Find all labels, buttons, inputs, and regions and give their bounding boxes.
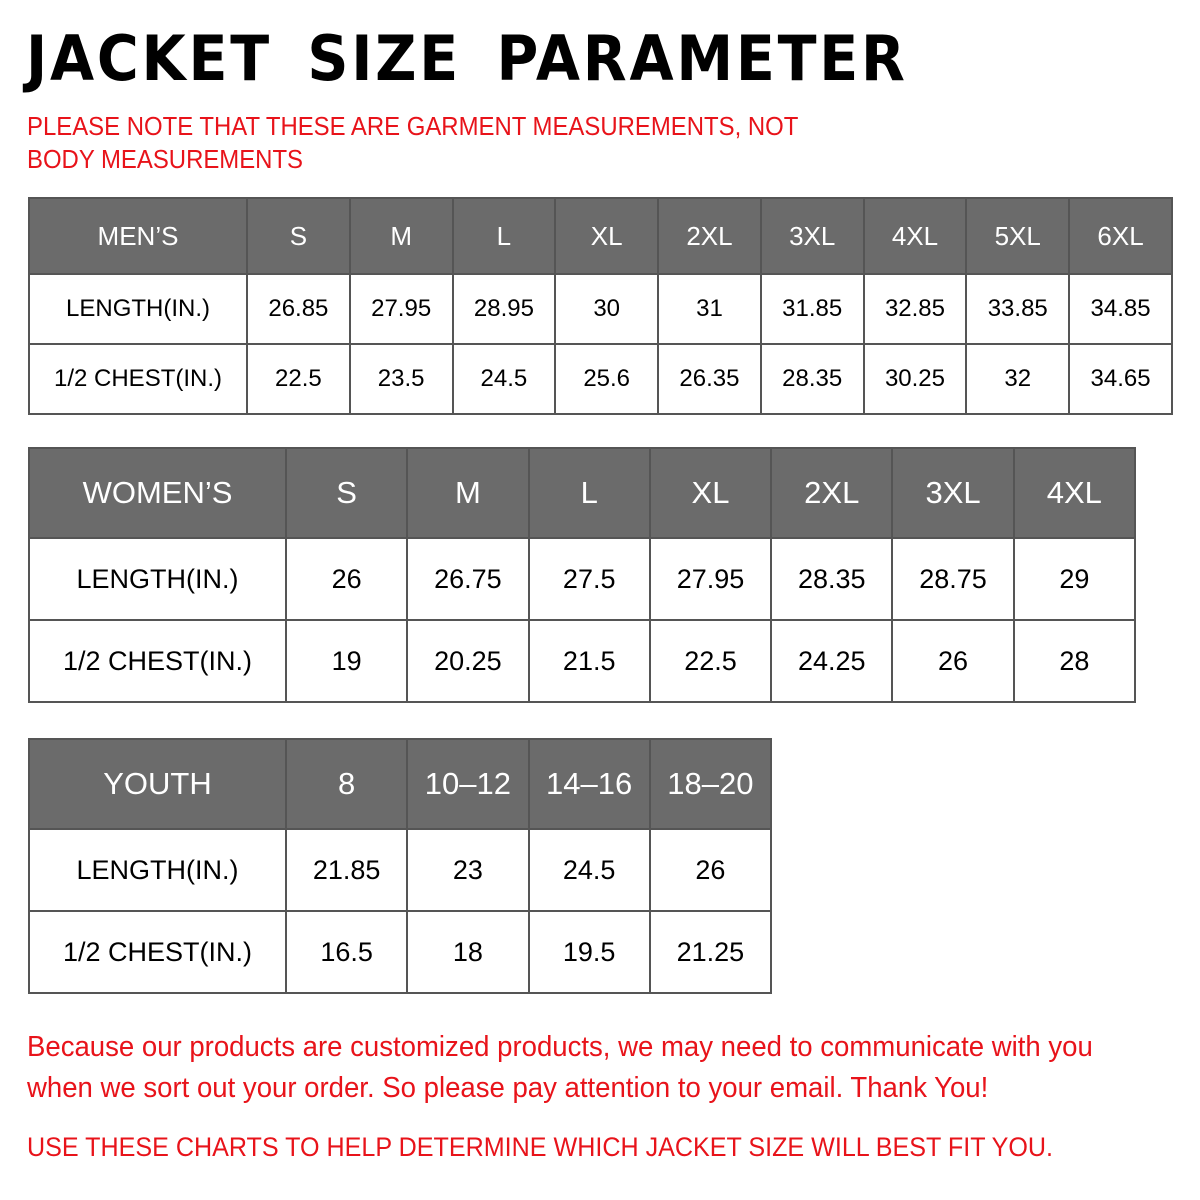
measurement-cell: 26 — [284, 537, 409, 621]
measurement-cell: 23 — [406, 828, 530, 912]
measurement-cell: 21.5 — [527, 619, 651, 703]
size-header: M — [348, 197, 454, 275]
measurement-cell: 28 — [1012, 619, 1137, 703]
measurement-cell: 21.25 — [648, 910, 773, 994]
size-header: 2XL — [770, 447, 894, 539]
measurement-cell: 16.5 — [284, 910, 409, 994]
men-size-table: MEN’S S M L XL 2XL 3XL 4XL 5XL 6XL LENGTH(IN.) 26.8… — [28, 197, 1173, 415]
size-header: 14–16 — [527, 738, 651, 830]
row-label: LENGTH(IN.) — [28, 828, 287, 912]
row-label: 1/2 CHEST(IN.) — [28, 619, 287, 703]
measurement-cell: 32.85 — [862, 273, 968, 345]
row-label: 1/2 CHEST(IN.) — [28, 343, 248, 415]
measurement-cell: 24.5 — [451, 343, 557, 415]
row-label: LENGTH(IN.) — [28, 273, 248, 345]
table-row: LENGTH(IN.) 21.85 23 24.5 26 — [28, 828, 773, 912]
measurement-cell: 29 — [1012, 537, 1137, 621]
measurement-cell: 26.75 — [406, 537, 530, 621]
header-row: YOUTH 8 10–12 14–16 18–20 — [28, 738, 773, 830]
customization-message: Because our products are customized prod… — [27, 1031, 1093, 1104]
measurement-cell: 26 — [891, 619, 1015, 703]
table-row: 1/2 CHEST(IN.) 16.5 18 19.5 21.25 — [28, 910, 773, 994]
measurement-cell: 30.25 — [862, 343, 968, 415]
measurement-cell: 32 — [965, 343, 1071, 415]
measurement-cell: 19 — [284, 619, 409, 703]
measurement-cell: 28.95 — [451, 273, 557, 345]
measurement-cell: 21.85 — [284, 828, 409, 912]
measurement-cell: 25.6 — [554, 343, 660, 415]
measurement-cell: 23.5 — [348, 343, 454, 415]
size-header: 3XL — [891, 447, 1015, 539]
youth-size-table: YOUTH 8 10–12 14–16 18–20 LENGTH(IN.) 21.85 23 2… — [28, 738, 773, 994]
size-header: 6XL — [1068, 197, 1173, 275]
measurement-cell: 34.65 — [1068, 343, 1173, 415]
size-header: S — [284, 447, 409, 539]
measurement-cell: 18 — [406, 910, 530, 994]
table-row: LENGTH(IN.) 26.85 27.95 28.95 30 31 31.85 32.85… — [28, 273, 1173, 345]
size-header: 4XL — [1012, 447, 1137, 539]
header-row: MEN’S S M L XL 2XL 3XL 4XL 5XL 6XL — [28, 197, 1173, 275]
measurement-note: PLEASE NOTE THAT THESE ARE GARMENT MEASU… — [27, 111, 798, 174]
women-size-table: WOMEN’S S M L XL 2XL 3XL 4XL LENGTH(IN.) 26 26.75 2… — [28, 447, 1137, 703]
measurement-cell: 30 — [554, 273, 660, 345]
size-header: L — [451, 197, 557, 275]
measurement-cell: 19.5 — [527, 910, 651, 994]
table-category-header: YOUTH — [28, 738, 287, 830]
measurement-cell: 26.35 — [657, 343, 762, 415]
page-title: JACKET SIZE PARAMETER — [26, 22, 908, 95]
size-header: 5XL — [965, 197, 1071, 275]
measurement-cell: 22.5 — [648, 619, 773, 703]
measurement-cell: 20.25 — [406, 619, 530, 703]
measurement-cell: 28.35 — [770, 537, 894, 621]
measurement-cell: 31.85 — [759, 273, 865, 345]
header-row: WOMEN’S S M L XL 2XL 3XL 4XL — [28, 447, 1137, 539]
size-header: 8 — [284, 738, 409, 830]
row-label: LENGTH(IN.) — [28, 537, 287, 621]
measurement-cell: 33.85 — [965, 273, 1071, 345]
measurement-cell: 27.5 — [527, 537, 651, 621]
footer-note: USE THESE CHARTS TO HELP DETERMINE WHICH… — [27, 1132, 1054, 1162]
size-header: 10–12 — [406, 738, 530, 830]
size-header: XL — [648, 447, 773, 539]
table-row: LENGTH(IN.) 26 26.75 27.5 27.95 28.35 28.75 29 — [28, 537, 1137, 621]
measurement-cell: 26.85 — [246, 273, 351, 345]
table-category-header: WOMEN’S — [28, 447, 287, 539]
measurement-cell: 22.5 — [246, 343, 351, 415]
measurement-cell: 28.75 — [891, 537, 1015, 621]
size-header: XL — [554, 197, 660, 275]
measurement-cell: 27.95 — [648, 537, 773, 621]
measurement-cell: 34.85 — [1068, 273, 1173, 345]
size-header: 4XL — [862, 197, 968, 275]
measurement-cell: 31 — [657, 273, 762, 345]
size-header: M — [406, 447, 530, 539]
row-label: 1/2 CHEST(IN.) — [28, 910, 287, 994]
measurement-cell: 28.35 — [759, 343, 865, 415]
measurement-cell: 27.95 — [348, 273, 454, 345]
size-header: L — [527, 447, 651, 539]
measurement-cell: 24.5 — [527, 828, 651, 912]
size-header: 3XL — [759, 197, 865, 275]
table-row: 1/2 CHEST(IN.) 22.5 23.5 24.5 25.6 26.35 28.35… — [28, 343, 1173, 415]
table-row: 1/2 CHEST(IN.) 19 20.25 21.5 22.5 24.25 26 28 — [28, 619, 1137, 703]
measurement-cell: 24.25 — [770, 619, 894, 703]
table-category-header: MEN’S — [28, 197, 248, 275]
size-header: S — [246, 197, 351, 275]
size-header: 2XL — [657, 197, 762, 275]
size-header: 18–20 — [648, 738, 773, 830]
measurement-cell: 26 — [648, 828, 773, 912]
